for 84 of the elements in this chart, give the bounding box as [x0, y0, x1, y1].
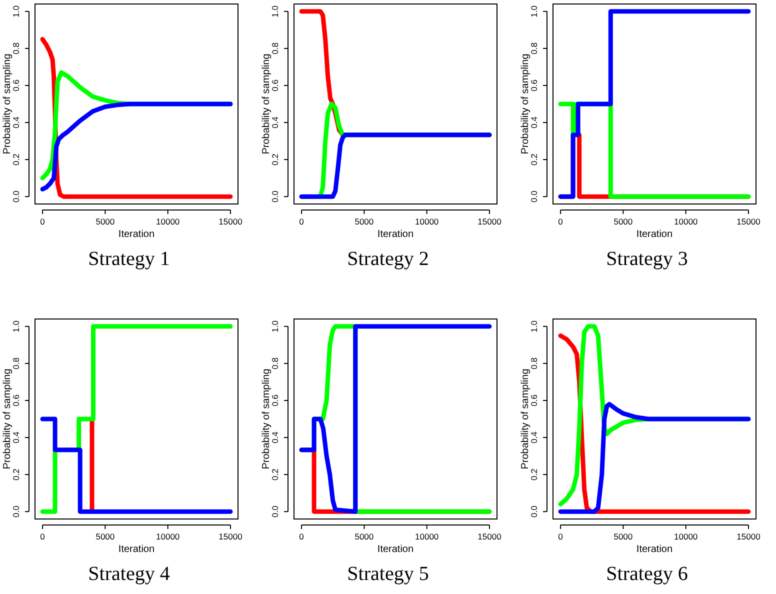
y-tick-label: 0.2 — [11, 468, 21, 480]
y-tick-label: 0.4 — [529, 116, 539, 128]
x-tick-label: 0 — [299, 216, 304, 227]
y-tick-label: 0.4 — [11, 116, 21, 128]
x-tick-label: 5000 — [354, 216, 374, 227]
y-tick-label: 0.8 — [11, 42, 21, 54]
x-axis-title: Iteration — [118, 229, 155, 240]
y-tick-label: 0.4 — [529, 431, 539, 444]
y-tick-label: 0.4 — [270, 116, 280, 128]
y-tick-label: 0.0 — [270, 190, 280, 203]
y-tick-label: 0.6 — [270, 394, 280, 406]
y-tick-label: 0.4 — [11, 431, 21, 444]
line-series — [40, 324, 233, 514]
y-tick-label: 0.0 — [11, 190, 21, 203]
x-tick-label: 0 — [558, 216, 564, 227]
x-tick-label: 5000 — [96, 532, 115, 542]
text: Strategy 5 — [346, 563, 430, 586]
x-tick-label: 0 — [558, 532, 564, 542]
y-tick-label: 0.2 — [270, 153, 280, 166]
x-tick-label: 15000 — [218, 532, 243, 542]
y-axis-title: Probability of sampling — [2, 54, 13, 154]
line-series — [558, 9, 751, 199]
text: Strategy 4 — [87, 563, 171, 586]
x-tick-label: 0 — [299, 532, 304, 542]
y-tick-label: 0.6 — [529, 394, 539, 406]
y-tick-label: 0.0 — [11, 505, 21, 518]
x-tick-label: 15000 — [478, 532, 502, 542]
x-axis-title: Iteration — [636, 229, 673, 240]
y-tick-label: 1.0 — [529, 320, 539, 332]
y-tick-label: 0.6 — [11, 394, 21, 406]
y-tick-label: 0.0 — [529, 190, 539, 203]
x-tick-label: 10000 — [415, 532, 439, 542]
y-axis-title: Probability of sampling — [520, 54, 531, 154]
y-tick-label: 0.0 — [529, 505, 539, 518]
y-tick-label: 0.4 — [270, 431, 280, 444]
x-axis-title: Iteration — [636, 544, 673, 555]
text: Strategy 1 — [87, 248, 171, 271]
x-tick-label: 10000 — [156, 532, 180, 542]
y-tick-label: 0.2 — [11, 153, 21, 166]
x-tick-label: 15000 — [478, 216, 502, 227]
y-tick-label: 1.0 — [529, 5, 539, 18]
x-tick-label: 10000 — [674, 532, 698, 542]
line-series — [299, 324, 492, 514]
x-tick-label: 5000 — [614, 216, 633, 227]
x-tick-label: 10000 — [415, 216, 439, 227]
text: Strategy 2 — [346, 248, 430, 271]
y-axis-title: Probability of sampling — [261, 54, 272, 154]
x-tick-label: 10000 — [156, 216, 180, 227]
line-series — [40, 102, 233, 192]
x-tick-label: 0 — [40, 216, 46, 227]
y-tick-label: 0.6 — [270, 79, 280, 92]
y-tick-label: 0.8 — [270, 42, 280, 54]
y-tick-label: 1.0 — [270, 320, 280, 332]
y-tick-label: 0.6 — [11, 79, 21, 92]
x-tick-label: 15000 — [218, 216, 243, 227]
x-tick-label: 0 — [40, 532, 46, 542]
y-axis-title: Probability of sampling — [2, 368, 13, 470]
x-axis-title: Iteration — [118, 544, 155, 555]
text: Strategy 6 — [605, 563, 689, 586]
y-tick-label: 0.2 — [529, 153, 539, 166]
x-tick-label: 5000 — [614, 532, 633, 542]
y-tick-label: 0.2 — [529, 468, 539, 480]
y-tick-label: 0.8 — [11, 357, 21, 370]
x-tick-label: 15000 — [736, 216, 761, 227]
x-tick-label: 15000 — [736, 532, 761, 542]
x-tick-label: 5000 — [354, 532, 374, 542]
x-axis-title: Iteration — [377, 229, 414, 240]
y-tick-label: 1.0 — [270, 5, 280, 18]
text: Strategy 3 — [605, 248, 689, 271]
y-tick-label: 0.6 — [529, 79, 539, 92]
y-tick-label: 1.0 — [11, 5, 21, 18]
x-tick-label: 5000 — [96, 216, 115, 227]
line-series — [299, 132, 492, 199]
y-axis-title: Probability of sampling — [261, 368, 272, 470]
y-tick-label: 0.8 — [529, 357, 539, 370]
y-tick-label: 0.0 — [270, 505, 280, 518]
x-tick-label: 10000 — [674, 216, 698, 227]
y-tick-label: 0.2 — [270, 468, 280, 480]
x-axis-title: Iteration — [377, 544, 414, 555]
line-series — [558, 402, 751, 514]
y-tick-label: 1.0 — [11, 320, 21, 332]
y-tick-label: 0.8 — [529, 42, 539, 54]
y-tick-label: 0.8 — [270, 357, 280, 370]
y-axis-title: Probability of sampling — [520, 368, 531, 470]
